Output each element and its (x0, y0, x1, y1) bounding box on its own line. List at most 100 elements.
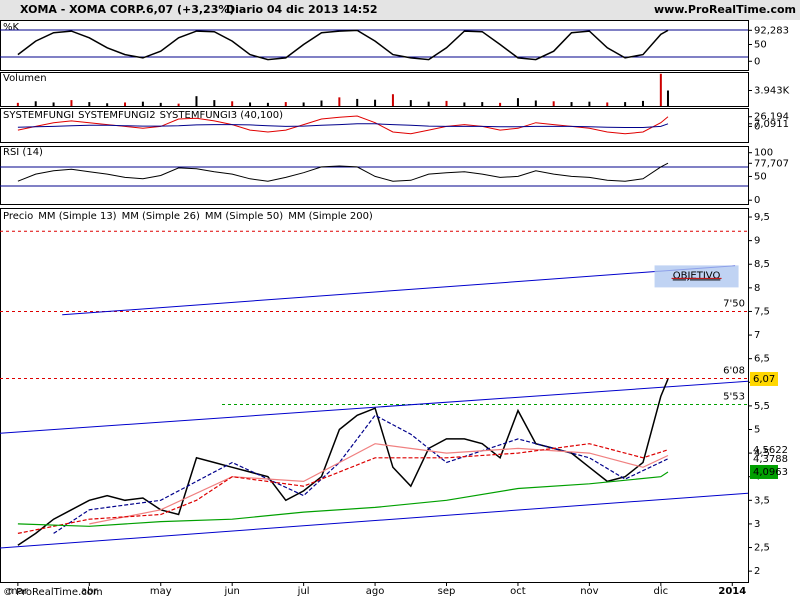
rsi-panel (0, 146, 749, 205)
level-label: 5'53 (723, 391, 745, 402)
y-tick-label: 9 (754, 236, 760, 247)
date: Diario 04 dic 2013 14:52 (226, 3, 378, 16)
volume-bar (159, 102, 162, 106)
y-tick-label: 2 (754, 566, 760, 577)
series-line (62, 265, 736, 316)
volume-bar (34, 101, 37, 106)
volume-bar (606, 102, 609, 106)
volume-bar (177, 103, 180, 106)
y-tick-label: 92,283 (754, 25, 789, 36)
volume-bar (499, 102, 502, 106)
volume-bar (106, 103, 109, 106)
x-tick-label: mar (8, 586, 29, 597)
volume-bar (391, 94, 394, 106)
volume-bar (445, 100, 448, 106)
last-box (750, 371, 778, 386)
footer: © ProRealTime.com (3, 587, 103, 598)
x-tick-label: jun (223, 586, 239, 597)
y-tick-label: 7 (754, 330, 760, 341)
volume-bar (70, 100, 73, 106)
y-tick-label: 50 (754, 39, 767, 50)
volume-bar (213, 100, 216, 106)
legend-entry: MM (Simple 26) (122, 211, 200, 222)
volume-bar (374, 99, 377, 106)
series-line (53, 414, 669, 534)
volume-bar (16, 102, 19, 106)
volume-bar (124, 102, 127, 106)
series-line (0, 380, 749, 434)
volume-bar (427, 101, 430, 106)
x-tick-label: oct (510, 586, 526, 597)
volume-bar (552, 101, 555, 106)
y-tick-label: 8,5 (754, 259, 770, 270)
y-tick-label: 26,194 (754, 112, 789, 123)
volume-bar (534, 100, 537, 106)
volume-bar (481, 102, 484, 106)
series-line (17, 162, 669, 182)
volume-bar (141, 101, 144, 106)
volume-bar (88, 102, 91, 106)
volume-bar (231, 101, 234, 106)
y-tick-label: 50 (754, 171, 767, 182)
level-label: 7'50 (723, 298, 745, 309)
last-box (750, 464, 778, 479)
y-tick-label: 3,5 (754, 495, 770, 506)
volume-bar (659, 73, 662, 106)
series-line (17, 471, 669, 527)
site: www.ProRealTime.com (654, 3, 796, 16)
x-tick-label: abr (81, 586, 98, 597)
y-tick-label: 3.943K (754, 86, 790, 97)
last-label: 4,5622 (753, 445, 788, 456)
panel-label: Volumen (3, 73, 47, 84)
y-tick-label: 7,0911 (754, 119, 789, 130)
y-tick-label: 77,707 (754, 158, 789, 169)
volume-bar (641, 100, 644, 106)
volume-bar (302, 102, 305, 106)
y-tick-label: 0 (754, 56, 760, 67)
volume-bar (249, 102, 252, 106)
legend-entry: Precio (3, 211, 33, 222)
y-tick-label: 9,5 (754, 212, 770, 223)
volume-bar (320, 100, 323, 106)
series-line (0, 492, 749, 549)
y-tick-label: 0 (754, 195, 760, 206)
volume-bar (463, 102, 466, 106)
y-tick-label: 8 (754, 283, 760, 294)
volume-bar (338, 97, 341, 106)
x-tick-label: sep (438, 586, 456, 597)
last-label: 4,3788 (753, 454, 788, 465)
volume-bar (409, 100, 412, 106)
x-tick-label: 2014 (718, 586, 746, 597)
last-label: 4,0963 (753, 467, 788, 478)
volume-bar (624, 102, 627, 106)
y-tick-label: 2,5 (754, 543, 770, 554)
legend-entry: MM (Simple 200) (288, 211, 373, 222)
annotation-box (654, 265, 739, 288)
volume-bar (666, 90, 669, 106)
y-tick-label: 7,5 (754, 306, 770, 317)
level-label: 6'08 (723, 366, 745, 377)
y-tick-label: 3 (754, 519, 760, 530)
y-tick-label: 4,5 (754, 448, 770, 459)
stoch-panel (0, 20, 749, 71)
legend-entry: SYSTEMFUNGI3 (40,100) (160, 110, 284, 121)
series-line (17, 443, 669, 534)
y-tick-label: 6,5 (754, 354, 770, 365)
header-bar (0, 0, 800, 20)
volume-bar (588, 101, 591, 106)
last-label: 6,07 (753, 374, 775, 385)
x-tick-label: may (150, 586, 172, 597)
x-tick-label: dic (654, 586, 669, 597)
legend-entry: MM (Simple 13) (38, 211, 116, 222)
legend-entry: MM (Simple 50) (205, 211, 283, 222)
y-tick-label: 5,5 (754, 401, 770, 412)
y-tick-label: 100 (754, 148, 773, 159)
legend-entry: SYSTEMFUNGI (3, 110, 74, 121)
panel-label: %K (3, 22, 20, 33)
series-line (17, 29, 669, 61)
legend-entry: SYSTEMFUNGI2 (78, 110, 155, 121)
volume-bar (570, 102, 573, 106)
series-line (89, 443, 669, 525)
annotation: OBJETIVO (673, 270, 721, 281)
volume-bar (266, 102, 269, 106)
